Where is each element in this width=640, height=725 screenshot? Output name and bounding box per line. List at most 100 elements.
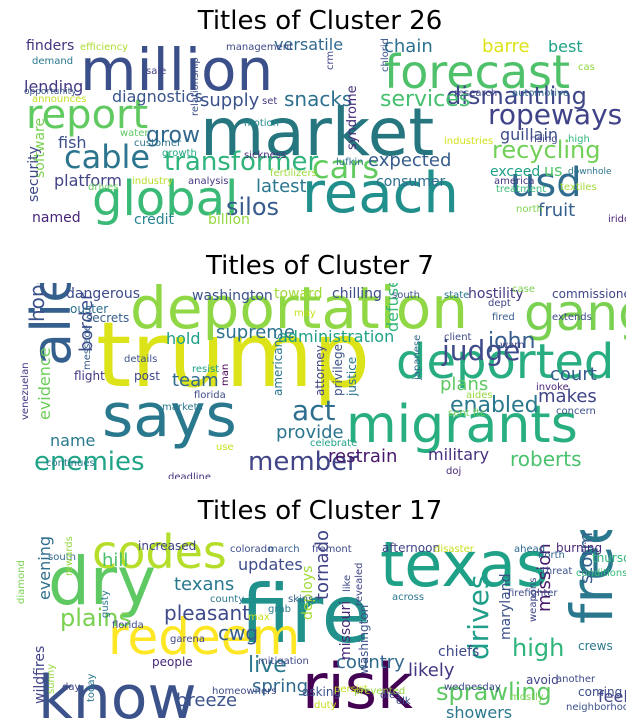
cloud-word: concern xyxy=(556,406,596,417)
cloud-word: another xyxy=(556,674,596,685)
cloud-word: grow xyxy=(146,123,200,148)
cloud-word: research xyxy=(454,88,497,99)
cloud-word: court xyxy=(550,364,597,385)
cloud-word: south xyxy=(48,552,76,563)
cloud-word: neighborhood xyxy=(566,702,626,713)
cloud-word: administration xyxy=(278,327,394,346)
cloud-word: increased xyxy=(138,539,196,553)
cloud-word: act xyxy=(292,394,336,427)
cloud-word: cable xyxy=(64,138,150,176)
cloud-word: south xyxy=(392,290,420,301)
cloud-word: lending xyxy=(24,77,83,96)
cloud-word: deported xyxy=(396,334,614,390)
cloud-word: justice xyxy=(345,357,359,397)
cloud-word: warn xyxy=(500,340,525,351)
cloud-word: sale xyxy=(146,66,166,77)
cloud-word: diamond xyxy=(16,560,27,604)
cloud-word: forecast xyxy=(384,45,570,99)
cloud-word: use xyxy=(216,442,234,453)
cloud-word: commissioner xyxy=(552,287,626,301)
cloud-word: hold xyxy=(166,329,201,348)
cloud-word: restrain xyxy=(328,446,397,467)
word-cloud: fire texas dry codes know redeem risk free plain… xyxy=(12,530,626,722)
cloud-word: software xyxy=(32,118,48,178)
cloud-word: america xyxy=(494,176,535,187)
cloud-panel-26: Titles of Cluster 26 market million foreca… xyxy=(0,0,640,245)
cloud-word: prevented xyxy=(354,686,405,697)
cloud-word: high xyxy=(568,134,590,145)
cloud-word: dept xyxy=(488,298,511,309)
cloud-word: disaster xyxy=(434,544,475,555)
cloud-word: sunny xyxy=(46,664,57,694)
cloud-word: finders xyxy=(26,38,74,54)
cloud-word: sent ftc xyxy=(448,408,486,419)
cloud-word: live xyxy=(248,653,287,678)
cloud-word: plans xyxy=(440,374,488,395)
cloud-word: credit xyxy=(134,212,175,228)
cloud-word: crm xyxy=(325,51,336,70)
cloud-word: north xyxy=(538,550,565,561)
cloud-word: provide xyxy=(276,422,344,443)
cloud-word: analysis xyxy=(188,176,229,187)
cloud-word: named xyxy=(32,210,81,226)
cloud-word: pleasant xyxy=(164,601,250,625)
cloud-word: sickness xyxy=(244,150,286,161)
cloud-word: best xyxy=(548,38,583,56)
cloud-word: storm xyxy=(576,532,597,584)
cloud-word: conditions xyxy=(576,568,626,579)
cloud-word: privilege xyxy=(331,344,345,396)
cloud-word: county xyxy=(210,594,244,605)
cloud-word: relationship xyxy=(190,57,201,116)
cloud-word: customer xyxy=(134,138,182,149)
cloud-word: fired xyxy=(492,312,515,323)
cloud-word: florida xyxy=(112,620,144,631)
cloud-word: treatment xyxy=(496,184,546,195)
cloud-word: security xyxy=(26,146,42,202)
cloud-word: missouri xyxy=(338,601,354,660)
cloud-word: platform xyxy=(54,171,122,190)
cloud-word: showers xyxy=(446,703,512,722)
cloud-word: today xyxy=(86,673,97,702)
cloud-word: case xyxy=(512,284,535,295)
cloud-word: market xyxy=(200,94,434,171)
cloud-word: risk xyxy=(302,650,413,722)
cloud-word: consumer xyxy=(376,174,446,190)
cloud-word: state xyxy=(444,290,469,301)
cloud-word: people xyxy=(152,655,193,669)
cloud-word: dry xyxy=(48,543,156,620)
cloud-word: weapons xyxy=(528,578,539,622)
cloud-word: north xyxy=(516,204,543,215)
cloud-word: wednesday xyxy=(444,682,501,693)
cloud-word: celebrate xyxy=(310,438,357,449)
cloud-word: grab xyxy=(268,604,291,615)
cloud-word: mostly xyxy=(510,692,544,703)
cloud-word: crews xyxy=(578,639,613,653)
cloud-word: venezuelan xyxy=(20,362,31,420)
cloud-word: likely xyxy=(408,660,455,681)
cloud-word: million xyxy=(80,38,273,104)
cloud-word: invoke xyxy=(536,382,569,393)
word-cloud: market million forecast reach global report us… xyxy=(12,38,626,234)
cloud-word: efficiency xyxy=(80,42,128,53)
cloud-word: growth xyxy=(162,148,197,159)
cloud-word: avoid xyxy=(526,673,559,687)
cloud-word: silos xyxy=(226,193,279,221)
cloud-word: set xyxy=(262,96,277,107)
cloud-word: march xyxy=(268,544,300,555)
cloud-word: ouster xyxy=(70,302,108,316)
cloud-word: name xyxy=(50,431,95,450)
cloud-word: fertilizers xyxy=(270,168,317,179)
cloud-word: burning xyxy=(556,541,602,555)
cloud-word: alien xyxy=(20,283,83,366)
cloud-word: motion xyxy=(244,118,279,129)
cloud-word: revealed xyxy=(354,562,365,606)
cloud-word: textiles xyxy=(560,182,597,193)
cloud-word: demand xyxy=(32,56,73,67)
cloud-word: transformer xyxy=(164,147,318,177)
cloud-word: hopes xyxy=(25,283,49,322)
cloud-word: threat xyxy=(542,566,572,577)
cloud-word: details xyxy=(124,354,157,365)
